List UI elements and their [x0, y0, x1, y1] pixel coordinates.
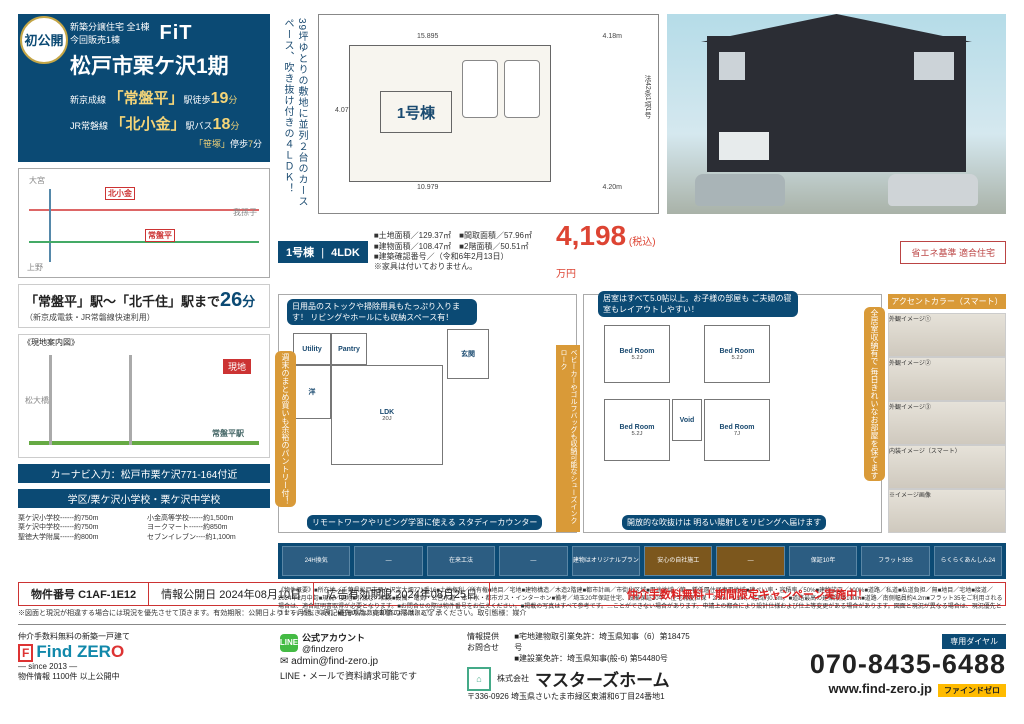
stations: 新京成線 「常盤平」駅徒歩19分 JR常磐線 「北小金」駅バス18分 「笹塚」停…	[70, 86, 262, 137]
search-button[interactable]: ファインドゼロ	[938, 684, 1006, 697]
lot-outline: 1号棟	[349, 45, 551, 182]
thumb: ※イメージ画像	[888, 489, 1006, 533]
price-bar: 1号棟 | 4LDK ■土地面積／129.37㎡ ■間取面積／57.96㎡ ■建…	[278, 220, 1006, 284]
feature-badge: 安心の自社施工	[644, 546, 712, 576]
navi-entry: カーナビ入力：松戸市栗ケ沢771-164付近	[18, 464, 270, 483]
floor-2f: 居室はすべて5.0帖以上。お子様の部屋も ご夫婦の寝室もレイアウトしやすい！ 全…	[583, 294, 882, 533]
exterior-render	[667, 14, 1006, 214]
url[interactable]: www.find-zero.jp	[828, 681, 932, 696]
feature-badge: フラット35S	[861, 546, 929, 576]
line-icon: LINE	[280, 634, 298, 652]
feature-badge: —	[716, 546, 784, 576]
school-district: 学区/栗ケ沢小学校・栗ケ沢中学校	[18, 489, 270, 508]
feature-badge: 在来工法	[427, 546, 495, 576]
flyer-page: 初公開 新築分譲住宅 全1棟今回販売1棟 FiT 松戸市栗ケ沢1期 新京成線 「…	[0, 0, 1024, 724]
thumb: 外観イメージ②	[888, 357, 1006, 401]
feature-badges: 24H換気—在来工法—建物はオリジナルプラン安心の自社施工—保証10年フラット3…	[278, 543, 1006, 579]
right-column: 39坪ゆとりの敷地に並列２台のカースペース、吹き抜け付きの４ＬＤＫ！ 1号棟 1…	[278, 14, 1006, 574]
room: Void	[672, 399, 702, 441]
campaign-text: 仲介手数料無料＋期間限定キャンペーン実施中！	[490, 583, 1005, 605]
room: Bed Room5.2J	[604, 399, 670, 461]
room: Utility	[293, 333, 331, 365]
feature-badge: 建物はオリジナルプラン	[572, 546, 640, 576]
feature-badge: —	[354, 546, 422, 576]
header-sub: 新築分譲住宅 全1棟今回販売1棟 FiT	[70, 20, 262, 46]
specs: ■土地面積／129.37㎡ ■間取面積／57.96㎡ ■建物面積／108.47㎡…	[374, 231, 532, 273]
feature-badge: —	[499, 546, 567, 576]
rail-map: 北小金 常盤平 大宮 我孫子 上野	[18, 168, 270, 278]
findzero-block: 仲介手数料無料の新築一戸建て FFind ZERO — since 2013 —…	[18, 631, 268, 702]
exp-date: 広告有効期限 2024年08月25日	[314, 583, 490, 605]
site-marker: 現地	[223, 359, 251, 374]
feature-badge: らくらくあんしん24	[934, 546, 1002, 576]
room: Bed Room5.2J	[604, 325, 670, 383]
floor-plans: 日用品のストックや掃除用具もたっぷり入ります！ リビングやホールにも収納スペース…	[278, 294, 1006, 533]
pub-date: 情報公開日 2024年08月10日	[149, 583, 314, 605]
accent-column: アクセントカラー（スマート） 外観イメージ①外観イメージ②外観イメージ③内装イメ…	[888, 294, 1006, 533]
provider-block: 情報提供 お問合せ ■宅地建物取引業免許：埼玉県知事（6）第18475号■建設業…	[467, 631, 694, 702]
room: Bed Room7J	[704, 399, 770, 461]
room: 洋	[293, 365, 331, 419]
brand-logo: FiT	[160, 22, 193, 45]
left-column: 初公開 新築分譲住宅 全1棟今回販売1棟 FiT 松戸市栗ケ沢1期 新京成線 「…	[18, 14, 270, 574]
room: Pantry	[331, 333, 367, 365]
distance-table: 栗ケ沢小学校------約750m小金高等学校------約1,500m栗ケ沢中…	[18, 514, 270, 543]
badge-first-release: 初公開	[20, 16, 68, 64]
room: 玄関	[447, 329, 489, 379]
feature-badge: 24H換気	[282, 546, 350, 576]
contact-bar: 仲介手数料無料の新築一戸建て FFind ZERO — since 2013 —…	[18, 624, 1006, 702]
site-plan: 1号棟 15.895 4.18m 4.07 10.979 4.20m 法42条1…	[318, 14, 659, 214]
top-area: 初公開 新築分譲住宅 全1棟今回販売1棟 FiT 松戸市栗ケ沢1期 新京成線 「…	[18, 14, 1006, 574]
email[interactable]: ✉ admin@find-zero.jp	[280, 656, 455, 667]
house-icon: ⌂	[467, 667, 491, 691]
unit-label: 1号棟 | 4LDK	[278, 241, 368, 263]
eco-badge: 省エネ基準 適合住宅	[900, 241, 1006, 264]
travel-time: 「常盤平」駅～「北千住」駅まで26分 （新京成電鉄・JR常磐線快速利用）	[18, 284, 270, 328]
thumb: 外観イメージ①	[888, 313, 1006, 357]
thumb: 内装イメージ（スマート）	[888, 445, 1006, 489]
property-title: 松戸市栗ケ沢1期	[70, 50, 262, 80]
findzero-logo: FFind ZERO	[18, 642, 268, 662]
feature-badge: 保証10年	[789, 546, 857, 576]
top-visual-row: 39坪ゆとりの敷地に並列２台のカースペース、吹き抜け付きの４ＬＤＫ！ 1号棟 1…	[278, 14, 1006, 214]
room: LDK20J	[331, 365, 443, 465]
phone-block: 専用ダイヤル 070-8435-6488 www.find-zero.jpファイ…	[706, 631, 1006, 702]
tagline: 39坪ゆとりの敷地に並列２台のカースペース、吹き抜け付きの４ＬＤＫ！	[278, 14, 310, 214]
price: 4,198 (税込)万円	[556, 220, 656, 284]
shoe-in-closet: ベビーカーやゴルフバッグも収納可能なシューズインクローク	[556, 345, 580, 532]
header-panel: 初公開 新築分譲住宅 全1棟今回販売1棟 FiT 松戸市栗ケ沢1期 新京成線 「…	[18, 14, 270, 162]
floor-1f: 日用品のストックや掃除用具もたっぷり入ります！ リビングやホールにも収納スペース…	[278, 294, 577, 533]
local-map: 《現地案内図》 現地 松大橋 常盤平駅	[18, 334, 270, 458]
thumb: 外観イメージ③	[888, 401, 1006, 445]
phone-number[interactable]: 070-8435-6488	[706, 649, 1006, 680]
room: Bed Room5.2J	[704, 325, 770, 383]
line-block: LINE公式アカウント@findzero ✉ admin@find-zero.j…	[280, 631, 455, 702]
info-strip: 物件番号 C1AF-1E12 情報公開日 2024年08月10日 広告有効期限 …	[18, 582, 1006, 606]
property-id: 物件番号 C1AF-1E12	[19, 583, 149, 605]
